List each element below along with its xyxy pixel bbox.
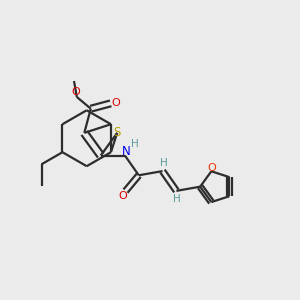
Text: H: H bbox=[160, 158, 168, 168]
Text: O: O bbox=[112, 98, 120, 108]
Text: S: S bbox=[113, 126, 121, 140]
Text: O: O bbox=[118, 191, 127, 201]
Text: O: O bbox=[71, 87, 80, 97]
Text: H: H bbox=[172, 194, 180, 204]
Text: H: H bbox=[131, 139, 139, 149]
Text: N: N bbox=[122, 146, 131, 158]
Text: O: O bbox=[207, 163, 216, 173]
